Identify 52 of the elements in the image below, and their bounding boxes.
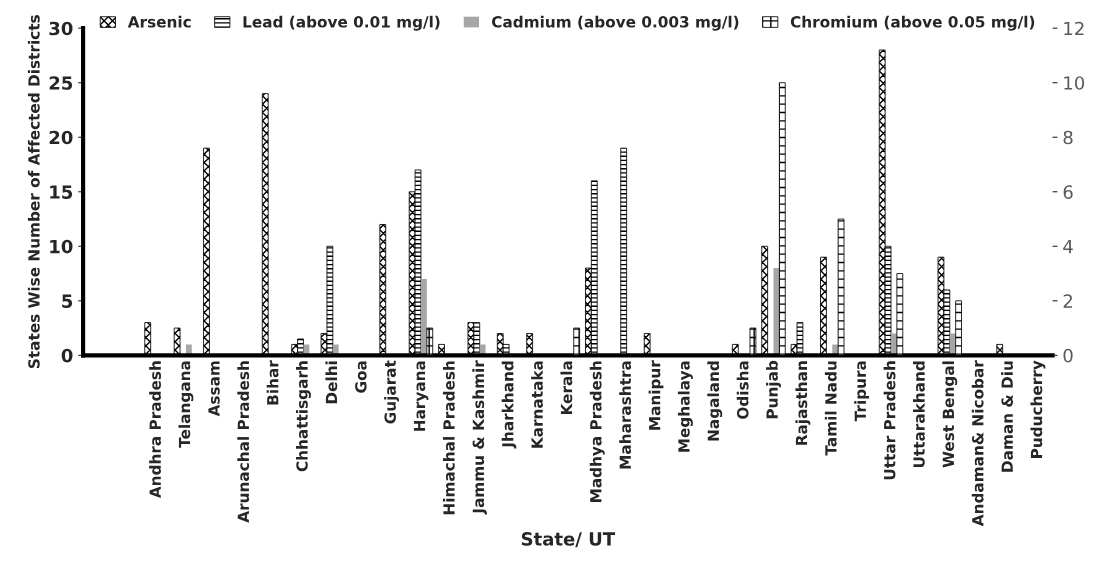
x-tick-label: Andhra Pradesh xyxy=(149,361,161,499)
x-tick-label: Tripura xyxy=(854,361,870,422)
x-tick-label: Gujarat xyxy=(384,360,400,424)
bar xyxy=(420,278,427,356)
x-tick-label: Daman & Diu xyxy=(1001,361,1013,472)
x-tick-label: Odisha xyxy=(736,361,749,419)
y-tick-label: 15 xyxy=(50,185,73,199)
x-tick-label: Tamil Nadu xyxy=(824,361,837,456)
x-tick-label: Goa xyxy=(355,361,367,393)
x-tick-label: Kerala xyxy=(560,361,573,415)
x-tick-label: Haryana xyxy=(413,361,429,431)
y-tick-label: 20 xyxy=(49,130,73,145)
y2-tick-label: 4 xyxy=(1063,239,1073,254)
x-tick-label: Maharashtra xyxy=(619,361,632,469)
x-tick-label: Karnataka xyxy=(531,361,543,448)
legend-label: Chromium (above 0.05 mg/l) xyxy=(790,15,1035,31)
x-tick-label: Jharkhand xyxy=(501,361,517,449)
x-tick-label: Assam xyxy=(208,361,220,417)
x-tick-label: Rajasthan xyxy=(795,361,811,445)
y-axis-title: States Wise Number of Affected Districts xyxy=(27,15,40,369)
x-tick-label: Puducherry xyxy=(1030,360,1046,458)
x-tick-label: Punjab xyxy=(766,360,781,419)
y-tick-label: 10 xyxy=(50,239,73,254)
y2-tick-label: 8 xyxy=(1063,130,1073,145)
x-tick-label: Andaman& Nicobar xyxy=(971,360,984,527)
x-tick-label: Uttar Pradesh xyxy=(883,361,896,480)
legend-label: Arsenic xyxy=(127,15,191,28)
y-tick-label: 25 xyxy=(49,76,73,90)
x-tick-label: Meghalaya xyxy=(677,361,693,452)
x-tick-label: Himachal Pradesh xyxy=(442,361,455,515)
x-tick-label: Jammu & Kashmir xyxy=(472,360,487,515)
x-tick-label: West Bengal xyxy=(942,361,958,468)
y2-tick-label: 12 xyxy=(1064,21,1084,36)
y-tick-label: 5 xyxy=(62,294,73,308)
y2-tick-label: 0 xyxy=(1063,348,1073,363)
y-tick-label: 30 xyxy=(49,21,73,36)
legend-label: Lead (above 0.01 mg/l) xyxy=(243,15,440,31)
x-tick-label: Nagaland xyxy=(707,361,723,441)
legend-label: Cadmium (above 0.003 mg/l) xyxy=(492,15,739,31)
x-tick-label: Telangana xyxy=(178,361,194,448)
x-tick-label: Madhya Pradesh xyxy=(589,361,605,502)
y-tick-label: 0 xyxy=(61,348,73,363)
x-tick-label: Arunachal Pradesh xyxy=(237,361,250,523)
y2-tick-label: 10 xyxy=(1064,76,1085,90)
x-tick-label: Manipur xyxy=(648,360,664,430)
x-tick-label: Bihar xyxy=(266,360,279,405)
x-tick-label: Uttarakhand xyxy=(913,361,925,468)
y2-tick-label: 6 xyxy=(1063,185,1073,199)
y2-tick-label: 2 xyxy=(1063,294,1072,308)
x-axis-title: State/ UT xyxy=(521,532,616,548)
x-tick-label: Chhattisgarh xyxy=(295,361,311,472)
x-tick-label: Delhi xyxy=(325,361,338,404)
